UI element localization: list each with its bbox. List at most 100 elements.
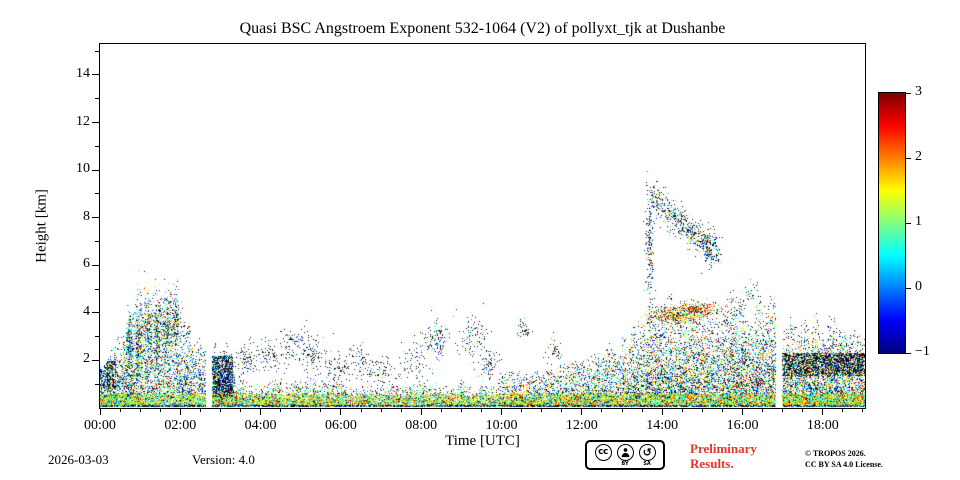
x-minor-tick	[360, 409, 362, 412]
x-minor-tick	[782, 409, 784, 412]
y-tick-label: 14	[76, 65, 90, 81]
cc-icon-label: cc	[598, 446, 608, 457]
y-minor-tick	[95, 336, 99, 338]
x-minor-tick	[561, 409, 563, 412]
y-tick-label: 8	[83, 208, 90, 224]
x-tick	[340, 409, 342, 415]
x-minor-tick	[721, 409, 723, 412]
x-tick-label: 14:00	[646, 418, 679, 433]
measurement-date-label: 2026-03-03	[48, 452, 109, 467]
x-tick-label: 12:00	[565, 418, 598, 433]
colorbar-tick	[906, 287, 911, 289]
person-icon-shape	[621, 447, 629, 457]
badge-labels-row: BY SA	[595, 461, 656, 467]
x-minor-tick	[621, 409, 623, 412]
y-tick-label: 10	[76, 161, 90, 177]
x-tick-label: 08:00	[405, 418, 438, 433]
x-tick	[581, 409, 583, 415]
x-axis-label: Time [UTC]	[445, 433, 520, 449]
x-minor-tick	[219, 409, 221, 412]
copyright-line: © TROPOS 2026.	[805, 449, 866, 458]
heatmap-canvas	[100, 44, 865, 408]
y-tick	[92, 217, 99, 219]
cc-icon: cc	[594, 443, 612, 461]
preliminary-line-1: Preliminary	[690, 441, 757, 456]
x-minor-tick	[400, 409, 402, 412]
colorbar-tick-label: 2	[915, 149, 922, 164]
preliminary-line-2: Results.	[690, 456, 734, 471]
copyright-note: © TROPOS 2026. CC BY SA 4.0 License.	[805, 448, 883, 470]
cc-by-sa-badge: cc ↺ BY SA	[585, 440, 665, 470]
x-minor-tick	[300, 409, 302, 412]
y-minor-tick	[95, 145, 99, 147]
colorbar-tick-label: −1	[915, 344, 930, 359]
colorbar-tick-label: 3	[915, 84, 922, 99]
y-minor-tick	[95, 50, 99, 52]
share-alike-glyph: ↺	[642, 445, 652, 459]
colorbar-tick	[906, 352, 911, 354]
preliminary-note: Preliminary Results.	[690, 441, 757, 471]
x-tick-label: 16:00	[726, 418, 759, 433]
y-minor-tick	[95, 240, 99, 242]
x-minor-tick	[480, 409, 482, 412]
y-minor-tick	[95, 98, 99, 100]
y-minor-tick	[95, 193, 99, 195]
x-tick-label: 00:00	[84, 418, 116, 433]
person-icon	[616, 443, 634, 461]
y-tick	[92, 122, 99, 123]
x-tick	[260, 409, 262, 415]
y-minor-tick	[95, 288, 99, 290]
badge-spacer	[595, 461, 612, 467]
sa-label: SA	[643, 460, 651, 467]
x-minor-tick	[320, 409, 322, 412]
y-tick-label: 6	[83, 256, 90, 272]
version-label: Version: 4.0	[192, 452, 255, 467]
x-tick-label: 10:00	[485, 418, 518, 433]
x-tick	[822, 409, 824, 415]
x-minor-tick	[601, 409, 603, 412]
y-tick-label: 4	[83, 303, 90, 319]
x-minor-tick	[681, 409, 683, 412]
x-minor-tick	[139, 409, 141, 412]
y-tick	[92, 169, 99, 171]
badge-icons-row: cc ↺	[594, 443, 656, 461]
colorbar-tick	[906, 92, 911, 94]
y-tick	[92, 74, 99, 76]
y-tick-label: 2	[83, 351, 90, 367]
x-tick-label: 18:00	[806, 418, 839, 433]
colorbar-tick	[906, 222, 911, 224]
x-minor-tick	[802, 409, 804, 412]
x-tick	[99, 409, 101, 415]
x-minor-tick	[460, 409, 462, 412]
x-tick-label: 04:00	[244, 418, 277, 433]
y-tick	[92, 312, 99, 314]
x-minor-tick	[240, 409, 242, 412]
x-tick	[742, 409, 744, 415]
x-tick	[420, 409, 422, 415]
x-tick	[501, 409, 503, 415]
y-tick	[92, 359, 99, 361]
colorbar-tick-label: 1	[915, 214, 922, 229]
y-axis-label: Height [km]	[33, 189, 50, 263]
x-minor-tick	[701, 409, 703, 412]
x-minor-tick	[842, 409, 844, 412]
x-minor-tick	[119, 409, 121, 412]
license-line: CC BY SA 4.0 License.	[805, 460, 883, 469]
colorbar-tick	[906, 157, 911, 159]
chart-title: Quasi BSC Angstroem Exponent 532-1064 (V…	[239, 20, 726, 37]
x-minor-tick	[762, 409, 764, 412]
x-tick-label: 06:00	[324, 418, 357, 433]
x-tick-label: 02:00	[164, 418, 197, 433]
y-tick	[92, 264, 99, 266]
colorbar-tick-label: 0	[915, 279, 922, 294]
x-minor-tick	[159, 409, 161, 412]
y-tick-label: 12	[76, 113, 90, 129]
x-minor-tick	[521, 409, 523, 412]
x-minor-tick	[280, 409, 282, 412]
share-alike-icon: ↺	[638, 443, 656, 461]
by-label: BY	[621, 460, 629, 467]
colorbar-canvas	[879, 93, 905, 353]
x-minor-tick	[380, 409, 382, 412]
y-minor-tick	[95, 383, 99, 385]
